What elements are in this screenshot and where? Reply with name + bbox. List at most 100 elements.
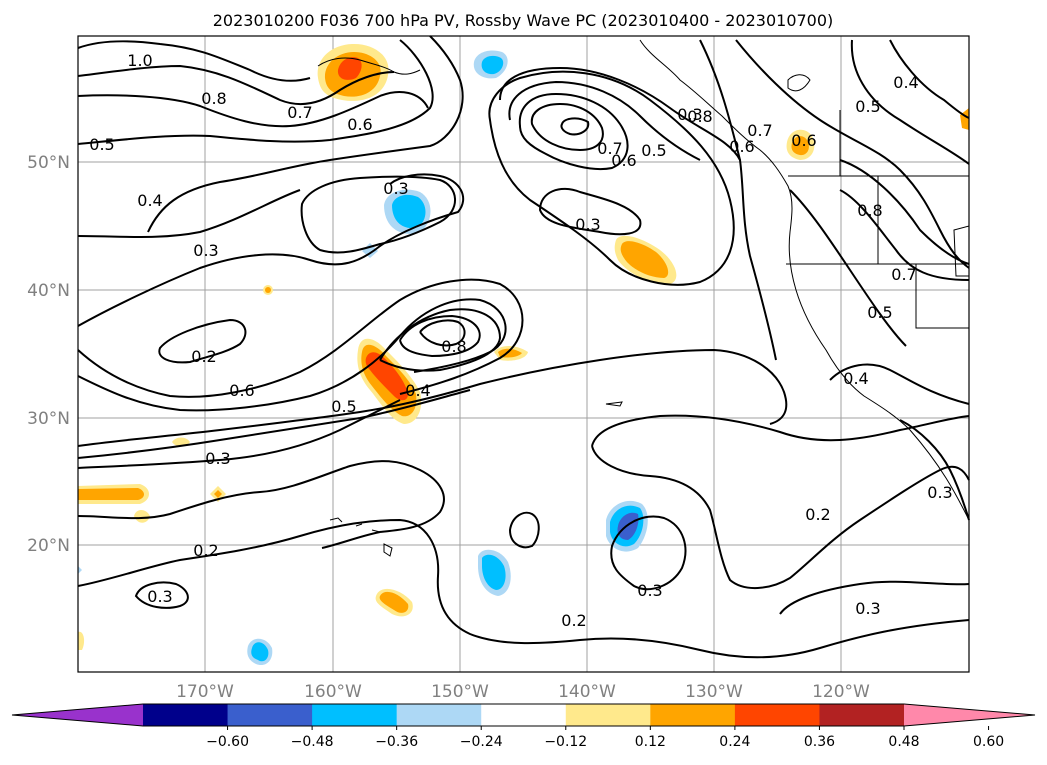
pv-anomaly-shading	[78, 43, 969, 666]
lat-label: 40°N	[27, 281, 70, 301]
contour-label: 0.8	[441, 337, 466, 356]
colorbar-tick-label: 0.12	[635, 734, 666, 750]
hawaii-islands	[329, 517, 393, 557]
contour-label: 0.6	[611, 151, 636, 170]
contour-line	[77, 389, 471, 459]
contour-label: 0.2	[191, 347, 216, 366]
contour-label: 0.2	[193, 541, 218, 560]
contour-line	[300, 175, 456, 254]
coastlines	[317, 39, 970, 557]
contour-line	[77, 348, 788, 447]
contour-label: 0.3	[383, 179, 408, 198]
colorbar-tick-label: 0.48	[888, 734, 919, 750]
contour-line	[77, 460, 445, 549]
colorbar-bin	[650, 704, 736, 726]
contour-label: 0.2	[805, 505, 830, 524]
contour-line	[530, 102, 604, 152]
contour-label: 0.6	[229, 381, 254, 400]
colorbar-bin	[312, 704, 398, 726]
contour-line	[488, 70, 735, 286]
colorbar-outline	[11, 703, 1036, 727]
contour-line	[610, 515, 687, 591]
colorbar-bin	[396, 704, 482, 726]
gridlines	[78, 36, 969, 672]
contour-label: 0.4	[843, 369, 868, 388]
island	[605, 401, 623, 407]
contour-label: 0.3	[677, 105, 702, 124]
contour-label: 0.7	[597, 139, 622, 158]
negative-anomaly-area	[392, 194, 426, 229]
lon-label: 170°W	[176, 682, 234, 702]
positive-anomaly-area	[379, 591, 409, 613]
contour-line	[77, 189, 301, 238]
contour-label: 0.3	[193, 241, 218, 260]
colorbar-bin	[143, 704, 229, 726]
contour-label: 0.4	[893, 73, 918, 92]
contour-label: 0.5	[867, 303, 892, 322]
positive-anomaly-area	[214, 490, 222, 498]
lat-label: 50°N	[27, 153, 70, 173]
positive-anomaly-area	[78, 488, 144, 500]
lon-label: 150°W	[431, 682, 489, 702]
contour-label: 0.8	[201, 89, 226, 108]
contour-label: 0.3	[205, 449, 230, 468]
contour-label: 0.5	[855, 97, 880, 116]
contour-line	[779, 580, 970, 615]
positive-anomaly-area	[337, 57, 362, 80]
contour-label: 0.6	[347, 115, 372, 134]
colorbar-tick-label: −0.48	[291, 734, 334, 750]
contour-line	[699, 39, 777, 361]
contour-line	[77, 518, 970, 659]
contour-label: 0.8	[687, 107, 712, 126]
contour-line	[77, 91, 429, 128]
contour-label: 0.3	[855, 599, 880, 618]
contour-line	[889, 39, 970, 119]
negative-anomaly-area	[617, 512, 639, 540]
contour-line	[399, 314, 481, 358]
contour-line	[518, 92, 629, 170]
colorbar-tick-label: −0.24	[460, 734, 503, 750]
negative-anomaly-area	[362, 243, 378, 258]
contour-label: 0.3	[575, 215, 600, 234]
negative-anomaly-area	[78, 566, 82, 574]
contour-line	[419, 319, 466, 347]
lon-label: 140°W	[558, 682, 616, 702]
colorbar-extend-low	[12, 704, 143, 726]
contour-line	[591, 414, 970, 447]
colorbar-bin	[481, 704, 567, 726]
colorbar-tick-label: −0.36	[375, 734, 418, 750]
latitude-labels: 50°N 40°N 30°N 20°N	[27, 153, 70, 556]
colorbar-bin	[734, 704, 820, 726]
contour-label: 0.5	[89, 135, 114, 154]
negative-anomaly-area	[481, 55, 504, 75]
contour-label: 0.7	[747, 121, 772, 140]
contour-line	[134, 581, 189, 609]
contour-line	[560, 117, 590, 136]
contour-label: 0.6	[729, 137, 754, 156]
contour-line	[538, 187, 642, 236]
lon-label: 130°W	[685, 682, 743, 702]
positive-anomaly-area	[78, 631, 85, 650]
lat-label: 30°N	[27, 409, 70, 429]
colorbar-bin	[819, 704, 905, 726]
contour-line	[77, 173, 465, 327]
lon-label: 160°W	[304, 682, 362, 702]
alaska-coastline	[317, 57, 421, 75]
contour-label: 0.6	[791, 131, 816, 150]
colorbar-bin	[565, 704, 651, 726]
contour-line	[77, 399, 401, 469]
colorbar-bin	[227, 704, 313, 726]
contour-line	[499, 66, 741, 161]
contour-line	[147, 35, 464, 233]
contour-label: 0.5	[641, 141, 666, 160]
contour-line	[789, 189, 907, 347]
contour-line	[77, 278, 524, 398]
figure-title: 2023010200 F036 700 hPa PV, Rossby Wave …	[213, 11, 834, 30]
contour-line	[850, 39, 970, 165]
map-border	[77, 35, 970, 673]
positive-anomaly-area	[620, 241, 669, 278]
contour-line	[829, 363, 970, 405]
contour-label: 0.3	[147, 587, 172, 606]
contour-label: 0.3	[637, 581, 662, 600]
